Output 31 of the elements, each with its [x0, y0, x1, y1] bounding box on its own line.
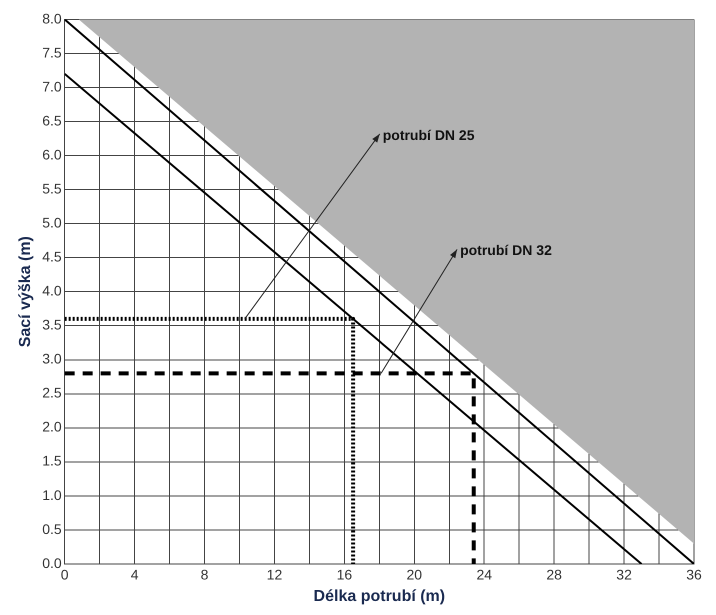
y-tick-label: 3.5 — [42, 316, 62, 333]
y-tick-label: 0.0 — [42, 554, 62, 571]
y-tick-label: 5.5 — [42, 180, 62, 196]
y-tick-label: 3.0 — [42, 350, 62, 367]
x-axis-title: Délka potrubí (m) — [314, 588, 446, 605]
y-tick-label: 4.0 — [42, 282, 62, 299]
y-tick-label: 4.5 — [42, 248, 62, 265]
x-tick-label: 4 — [130, 566, 139, 582]
x-tick-label: 8 — [200, 566, 209, 582]
y-tick-label: 7.0 — [42, 78, 62, 94]
annotation: potrubí DN 32 — [460, 242, 552, 258]
y-tick-label: 2.5 — [42, 384, 62, 401]
y-axis-title: Sací výška (m) — [17, 236, 34, 348]
x-tick-label: 32 — [616, 566, 632, 582]
y-tick-label: 0.5 — [42, 520, 62, 537]
x-tick-label: 36 — [686, 566, 702, 582]
y-tick-label: 5.0 — [42, 214, 62, 230]
y-tick-label: 6.5 — [42, 112, 62, 128]
y-tick-label: 1.5 — [42, 452, 62, 469]
x-tick-label: 24 — [476, 566, 492, 582]
x-tick-label: 28 — [546, 566, 562, 582]
y-tick-label: 8.0 — [42, 10, 62, 26]
y-tick-label: 7.5 — [42, 44, 62, 60]
x-tick-label: 12 — [266, 566, 282, 582]
annotation: potrubí DN 25 — [382, 126, 475, 143]
x-tick-label: 16 — [336, 566, 352, 582]
y-tick-label: 6.0 — [42, 146, 62, 162]
x-tick-label: 20 — [406, 566, 422, 582]
y-tick-label: 2.0 — [42, 418, 62, 435]
y-tick-label: 1.0 — [42, 486, 62, 503]
x-tick-label: 0 — [60, 566, 69, 582]
